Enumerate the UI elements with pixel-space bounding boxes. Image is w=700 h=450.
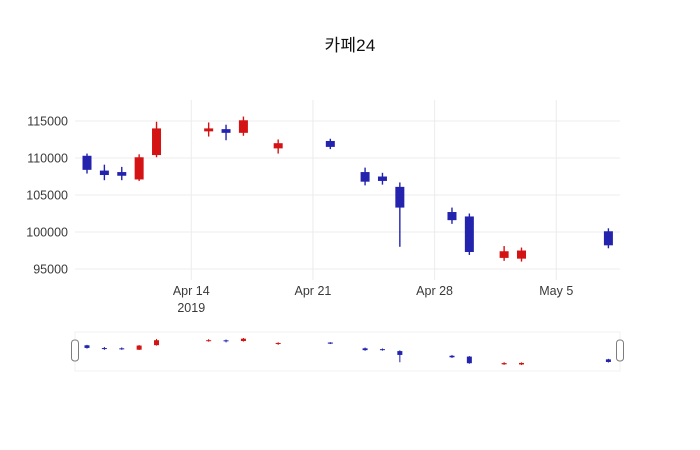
y-axis-tick-label: 115000	[27, 115, 68, 129]
rangeslider-candle-body	[397, 351, 403, 355]
y-axis-tick-label: 105000	[26, 189, 68, 203]
candle-body	[221, 129, 231, 133]
rangeslider-candle-body	[223, 340, 229, 342]
rangeslider-candle-body	[101, 348, 107, 350]
candle-body	[204, 128, 214, 132]
candle-body	[99, 170, 109, 176]
y-axis-tick-label: 95000	[33, 263, 68, 277]
x-axis-tick-label: Apr 14	[173, 284, 210, 298]
candle-body	[377, 176, 387, 181]
rangeslider-candle-body	[206, 340, 212, 342]
rangeslider-track[interactable]	[74, 331, 621, 372]
candle-body	[517, 250, 526, 259]
x-axis-tick-label: Apr 28	[416, 284, 453, 298]
candle-body	[134, 157, 144, 180]
rangeslider-candle-body	[519, 362, 524, 365]
rangeslider-candle-body	[501, 363, 507, 365]
x-axis-tick-label: May 5	[539, 284, 573, 298]
rangeslider-left-handle[interactable]	[71, 339, 79, 362]
candle-body	[82, 155, 92, 170]
chart-title: 카페24	[324, 36, 376, 55]
candle-body	[360, 172, 370, 182]
y-axis-tick-label: 110000	[27, 152, 68, 166]
x-axis-tick-label: Apr 21	[295, 284, 332, 298]
rangeslider-candle-body	[119, 348, 125, 350]
x-axis-year-label: 2019	[177, 301, 205, 315]
candle-body	[273, 143, 283, 149]
rangeslider-candle-body	[327, 342, 333, 344]
rangeslider-candle-body	[136, 345, 142, 350]
rangeslider-candle-body	[275, 342, 281, 344]
rangeslider-candle-body	[84, 345, 90, 348]
rangeslider-candle-body	[154, 340, 160, 346]
candle-body	[447, 212, 457, 221]
rangeslider-candle-body	[605, 359, 611, 362]
rangeslider-candle-body	[449, 355, 455, 358]
candle-body	[499, 251, 509, 258]
candle-body	[603, 231, 613, 246]
candle-body	[464, 216, 474, 252]
candle-body	[117, 172, 127, 176]
rangeslider-candle-body	[240, 338, 246, 342]
y-axis-tick-label: 100000	[26, 226, 68, 240]
candle-body	[395, 186, 405, 208]
candle-body	[238, 120, 248, 133]
candle-body	[325, 140, 335, 147]
rangeslider-candle-body	[379, 349, 385, 351]
rangeslider-candle-body	[466, 356, 472, 364]
rangeslider-right-handle[interactable]	[616, 339, 624, 362]
rangeslider-candle-body	[362, 348, 368, 351]
candle-body	[152, 128, 162, 156]
